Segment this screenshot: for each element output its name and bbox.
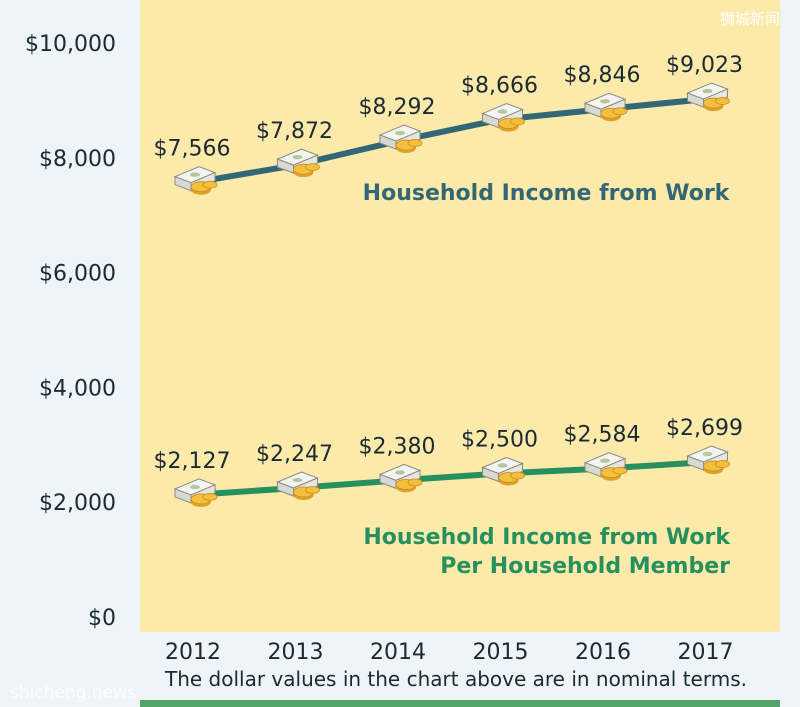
- data-point-icon: [686, 82, 730, 112]
- data-label: $2,247: [256, 442, 333, 467]
- watermark-top: 狮城新闻: [720, 10, 780, 28]
- series-label: Per Household Member: [440, 554, 730, 579]
- plot-area: [140, 0, 780, 632]
- series-label: Household Income from Work: [363, 181, 731, 206]
- data-point-icon: [481, 456, 525, 486]
- data-label: $2,127: [154, 449, 231, 474]
- data-point-icon: [276, 148, 320, 178]
- data-label: $8,292: [359, 95, 436, 120]
- x-tick-label: 2016: [575, 640, 631, 665]
- data-label: $9,023: [666, 53, 743, 78]
- data-point-icon: [173, 166, 218, 195]
- data-label: $8,666: [461, 74, 538, 99]
- data-label: $2,380: [359, 434, 436, 459]
- x-tick-label: 2014: [370, 640, 426, 665]
- data-point-icon: [378, 463, 423, 493]
- series-layer: $7,566 $7,872 $8,292 $8,666 $8,846 $9,023 Hous…: [154, 53, 743, 579]
- data-label: $8,846: [564, 63, 641, 88]
- data-label: $2,699: [666, 416, 743, 441]
- data-point-icon: [173, 478, 218, 507]
- data-label: $7,872: [256, 119, 333, 144]
- y-tick-label: $4,000: [39, 376, 116, 401]
- data-point-icon: [481, 103, 525, 132]
- footnote: The dollar values in the chart above are…: [164, 667, 747, 691]
- y-tick-label: $6,000: [39, 262, 116, 287]
- y-axis: $0 $2,000 $4,000 $6,000 $8,000 $10,000: [25, 32, 116, 631]
- series-2: $2,127 $2,247 $2,380 $2,500 $2,584 $2,699 Hous…: [154, 416, 743, 579]
- data-point-icon: [276, 471, 320, 501]
- watermark-bottom: shicheng.news: [10, 683, 136, 703]
- data-point-icon: [583, 452, 628, 481]
- series-label: Household Income from Work: [363, 525, 731, 550]
- series-1: $7,566 $7,872 $8,292 $8,666 $8,846 $9,023 Hous…: [154, 53, 743, 206]
- data-point-icon: [378, 124, 423, 154]
- data-label: $2,500: [461, 428, 538, 453]
- y-tick-label: $8,000: [39, 147, 116, 172]
- y-tick-label: $2,000: [39, 491, 116, 516]
- x-tick-label: 2013: [268, 640, 324, 665]
- data-label: $7,566: [154, 137, 231, 162]
- y-tick-label: $10,000: [25, 32, 116, 57]
- x-tick-label: 2012: [165, 640, 221, 665]
- data-point-icon: [583, 92, 628, 122]
- data-label: $2,584: [564, 423, 641, 448]
- y-tick-label: $0: [88, 606, 116, 631]
- bottom-strip: [140, 700, 780, 707]
- x-axis: 2012 2013 2014 2015 2016 2017: [165, 640, 734, 665]
- x-tick-label: 2017: [678, 640, 734, 665]
- data-point-icon: [686, 445, 730, 475]
- x-tick-label: 2015: [473, 640, 529, 665]
